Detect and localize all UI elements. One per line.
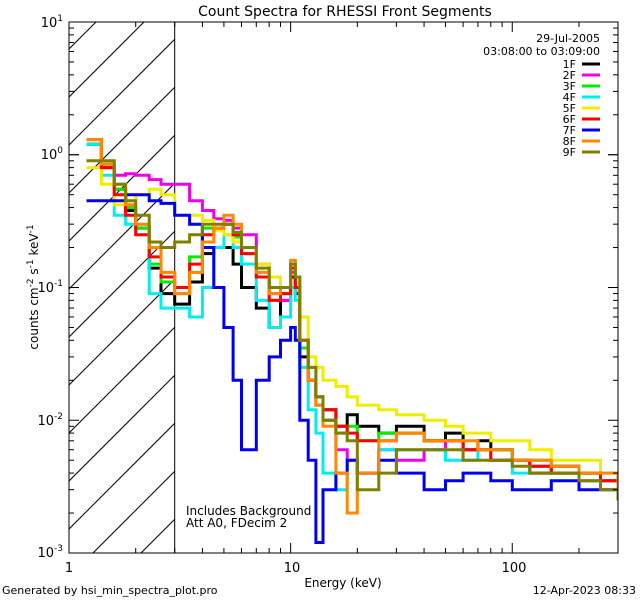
series-line-7f [86,193,618,544]
x-tick-label: 100 [502,561,527,576]
y-axis-label: counts cm-2 s-1 keV-1 [26,224,41,349]
y-tick-label: 100 [41,146,64,163]
x-tick-label: 10 [284,561,301,576]
chart-title: Count Spectra for RHESSI Front Segments [198,4,492,20]
date-label: 29-Jul-2005 [536,32,600,45]
legend-label: 7F [563,124,576,137]
series-group [86,138,618,544]
hatch-line [69,22,145,98]
y-tick-labels: 10-3 10-2 10-1 100 101 [37,14,63,561]
hatch-line [69,182,175,290]
legend-label: 4F [563,91,576,104]
hatch-line [69,230,175,338]
hatch-line [0,0,29,553]
legend-label: 1F [563,58,576,71]
background-annotation: Includes Background [186,504,311,518]
legend-label: 9F [563,146,576,159]
hatch-line [69,22,97,50]
axis-ticks [68,21,619,554]
y-tick-label: 10-2 [37,412,63,429]
legend-label: 8F [563,135,576,148]
hatch-line [69,38,175,146]
legend-label: 3F [563,80,576,93]
x-tick-labels: 1 10 100 [65,561,527,576]
hatch-line [69,374,175,482]
hatch-line [69,422,175,530]
series-line-9f [86,159,618,501]
legend-label: 2F [563,69,576,82]
timestamp-footer: 12-Apr-2023 08:33 [533,584,636,597]
y-tick-label: 10-1 [37,279,63,296]
generated-by-footer: Generated by hsi_min_spectra_plot.pro [2,584,218,597]
x-axis-label: Energy (keV) [304,576,381,590]
attenuator-annotation: Att A0, FDecim 2 [186,516,287,530]
legend-label: 6F [563,113,576,126]
y-tick-label: 101 [41,14,63,31]
hatched-region [0,0,175,553]
legend-label: 5F [563,102,576,115]
time-range-label: 03:08:00 to 03:09:00 [483,45,600,58]
series-line-1f [86,142,618,490]
hatch-line [69,326,175,434]
y-tick-label: 10-3 [37,544,63,561]
x-tick-label: 1 [65,561,73,576]
